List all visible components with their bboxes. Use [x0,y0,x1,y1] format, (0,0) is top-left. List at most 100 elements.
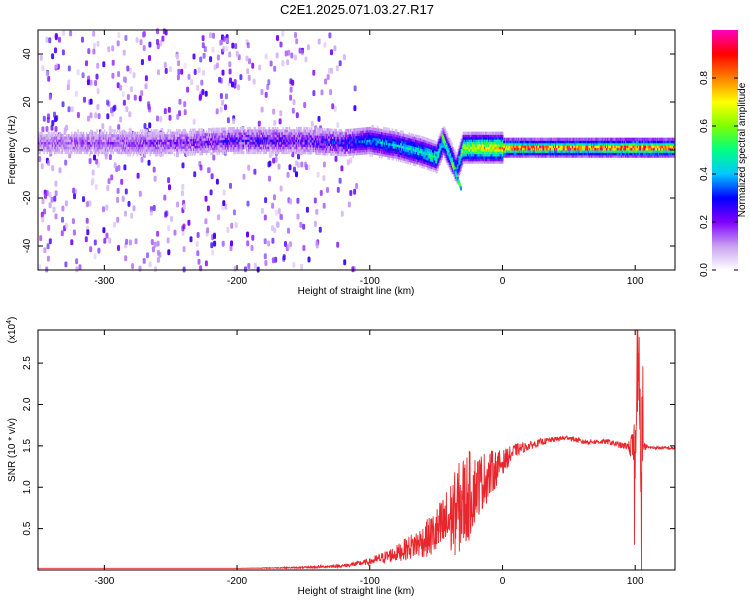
spectrogram-noise-cell [313,220,317,227]
spectrogram-ridge-cell [317,130,319,134]
spectrogram-ridge-cell [234,131,236,135]
spectrogram-ridge-cell [380,150,383,154]
spectrogram-ridge-cell [43,148,45,152]
spectrogram-ridge-cell [103,148,106,152]
spectrogram-ridge-cell [280,146,282,150]
spectrogram-ridge-cell [191,133,194,137]
spectrogram-ridge-cell [374,151,377,155]
spectrogram-ridge-cell [377,142,380,146]
spectrogram-ridge-cell [126,134,128,138]
spectrogram-ridge-cell [434,157,436,161]
spectrogram-noise-cell [123,164,127,171]
spectrogram-ridge-cell [277,146,280,150]
spectrogram-ridge-cell [479,148,482,152]
spectrogram-ridge-cell [264,148,266,152]
spectrogram-noise-cell [164,67,168,74]
spectrogram-ridge-cell [125,146,127,150]
spectrogram-ridge-cell [273,141,276,145]
spectrogram-ridge-cell [444,150,447,154]
spectrogram-ridge-cell [201,149,204,153]
spectrogram-ridge-cell [257,143,260,147]
spectrogram-ridge-cell [469,136,471,140]
spectrogram-ridge-cell [326,140,329,144]
spectrogram-ridge-cell [154,143,157,147]
spectrogram-ridge-cell [384,134,386,138]
spectrogram-ridge-cell [285,129,287,133]
spectrogram-ridge-cell [250,134,252,138]
spectrogram-ridge-cell [125,136,127,140]
spectrogram-ridge-cell [403,136,405,140]
spectrogram-ridge-cell [269,141,271,145]
spectrogram-ridge-cell [483,160,486,164]
spectrogram-noise-cell [296,197,300,204]
spectrogram-ridge-cell [263,143,265,147]
spectrogram-noise-cell [75,258,79,265]
spectrogram-ridge-cell [388,135,390,139]
spectrogram-ridge-cell [52,138,55,143]
spectrogram-ridge-cell [271,148,274,152]
spectrogram-ridge-cell [229,144,231,148]
spectrogram-ridge-cell [386,139,388,143]
spectrogram-ridge-cell [335,148,337,152]
spectrogram-ridge-cell [343,131,346,135]
spectrogram-ridge-cell [351,131,353,135]
spectrogram-ridge-cell [426,161,429,165]
spectrogram-ridge-cell [437,148,439,152]
spectrogram-ridge-cell [253,131,256,135]
spectrogram-ridge-cell [258,126,261,131]
spectrogram-ridge-cell [87,146,90,150]
spectrogram-ridge-cell [52,141,55,145]
spectrogram-ridge-cell [109,143,111,147]
spectrogram-ridge-cell [250,148,252,152]
spectrogram-ridge-cell [85,134,88,138]
spectrogram-noise-cell [305,206,309,213]
spectrogram-ridge-cell [69,138,72,143]
spectrogram-ridge-cell [393,133,396,137]
spectrogram-noise-cell [105,232,109,239]
spectrogram-noise-cell [69,30,73,37]
spectrogram-ridge-cell [346,148,349,152]
spectrogram-ridge-cell [388,130,390,134]
spectrogram-ridge-cell [87,143,90,147]
spectrogram-ridge-cell [129,143,131,147]
spectrogram-ridge-cell [489,150,491,155]
spectrogram-noise-cell [206,227,210,234]
spectrogram-ridge-cell [339,131,342,135]
spectrogram-ridge-cell [308,134,311,138]
spectrogram-ridge-cell [283,134,285,138]
spectrogram-ridge-cell [435,155,437,159]
spectrogram-ridge-cell [230,127,232,131]
spectrogram-ridge-cell [479,141,482,145]
spectrogram-ridge-cell [217,144,219,148]
spectrogram-ridge-cell [134,141,137,145]
spectrogram-ridge-cell [147,146,149,150]
spectrogram-ridge-cell [268,138,270,143]
spectrogram-ridge-cell [286,134,288,138]
spectrogram-ridge-cell [283,129,285,133]
spectrogram-ridge-cell [197,149,199,154]
spectrogram-ridge-cell [458,159,460,164]
spectrogram-ridge-cell [399,149,401,153]
spectrogram-ridge-cell [269,136,271,140]
spectrogram-noise-cell [108,237,112,244]
spectrogram-ridge-cell [490,134,492,138]
spectrogram-ridge-cell [478,155,481,159]
spectrogram-ridge-cell [279,148,281,152]
spectrogram-noise-cell [117,245,120,251]
spectrogram-ridge-cell [310,144,313,148]
spectrogram-ridge-cell [290,141,293,145]
spectrogram-noise-cell [338,60,342,67]
spectrogram-ridge-cell [201,135,204,139]
spectrogram-ridge-cell [462,131,465,135]
spectrogram-ridge-cell [134,148,137,152]
spectrogram-ridge-cell [321,144,324,148]
spectrogram-noise-cell [102,61,106,68]
spectrogram-ridge-cell [310,127,313,131]
spectrogram-ridge-cell [414,143,417,148]
spectrogram-ridge-cell [100,143,103,147]
spectrogram-ridge-cell [240,143,243,147]
spectrogram-ridge-cell [375,137,378,141]
spectrogram-ridge-cell [41,131,43,135]
spectrogram-ridge-cell [248,136,250,140]
spectrogram-ridge-cell [321,130,324,134]
